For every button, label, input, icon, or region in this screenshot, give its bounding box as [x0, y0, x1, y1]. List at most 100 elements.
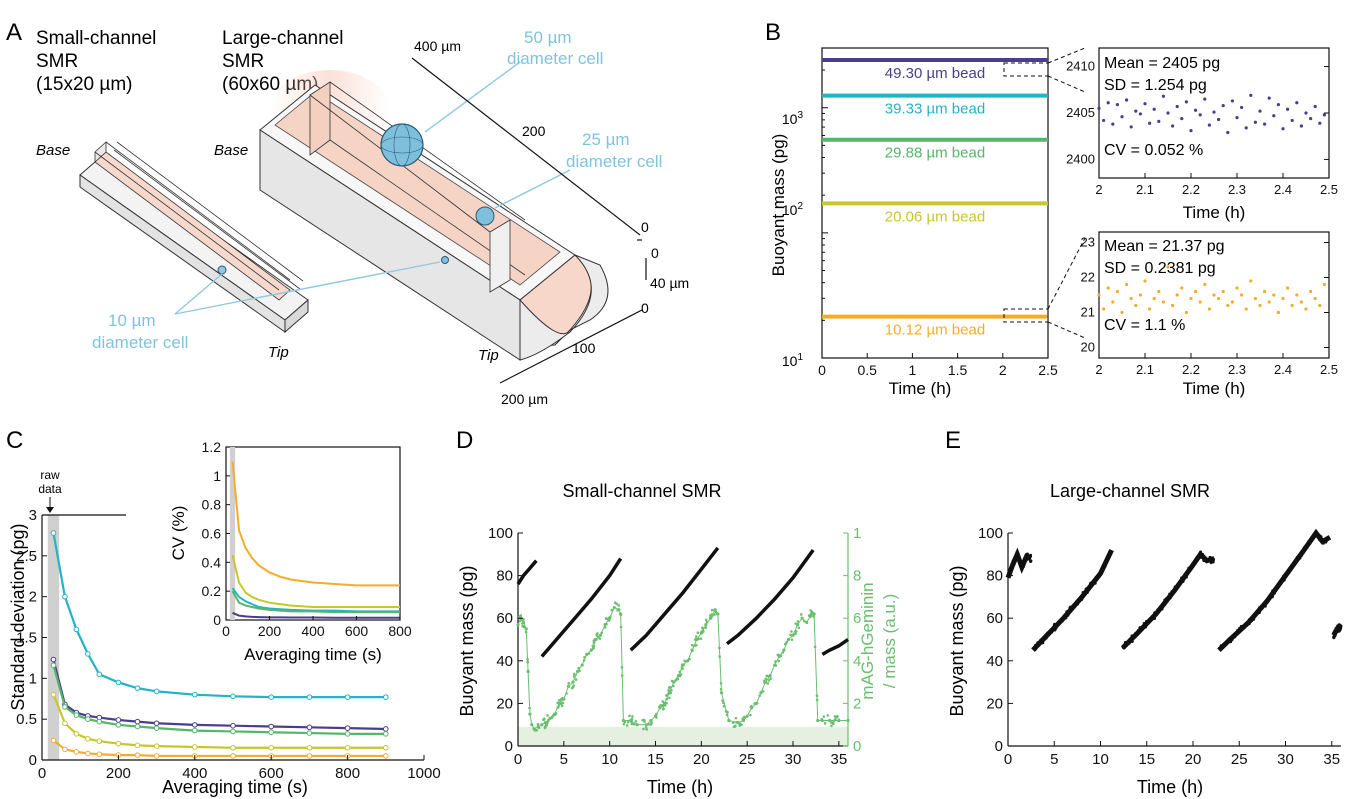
y-tick-label: 0.4: [202, 554, 222, 570]
geminin-point: [790, 630, 793, 633]
geminin-point: [628, 714, 631, 718]
inset-point: [1313, 104, 1317, 109]
sd-point: [50, 530, 57, 536]
mass-point: [1041, 641, 1045, 645]
y-tick-label: 0.8: [202, 497, 222, 513]
x-tick-label: 2.2: [1182, 182, 1200, 197]
inset-point: [1230, 99, 1234, 103]
inset-bottom-sd: SD = 0.2381 pg: [1104, 260, 1216, 277]
mass-point: [1065, 610, 1069, 614]
geminin-point: [831, 721, 835, 724]
inset-point: [1263, 122, 1267, 126]
geminin-point: [766, 682, 770, 685]
sd-point: [268, 723, 275, 730]
inset-point: [1309, 116, 1313, 121]
sd-point: [73, 712, 80, 718]
geminin-point: [631, 715, 634, 718]
geminin-point: [755, 701, 759, 705]
y-tick-label: 0.2: [202, 583, 222, 599]
sd-point: [96, 738, 103, 745]
sd-point: [153, 720, 160, 727]
inset-point: [1138, 293, 1142, 297]
inset-bottom-xlabel: Time (h): [1183, 379, 1246, 398]
geminin-point: [732, 725, 736, 729]
sd-point: [344, 725, 351, 731]
sd-point: [62, 720, 68, 727]
mass-point: [1271, 589, 1275, 593]
geminin-point: [526, 660, 529, 664]
axis-0a: 0: [641, 219, 649, 235]
geminin-point: [705, 620, 709, 624]
mass-point: [1138, 626, 1142, 630]
mass-point: [1190, 563, 1194, 567]
inset-point: [1106, 286, 1110, 290]
geminin-point: [704, 626, 708, 629]
geminin-point: [777, 653, 781, 657]
inset-point: [1286, 107, 1290, 111]
mass-point: [1096, 575, 1100, 579]
panel-d: D Small-channel SMR 0 5 10 15 20 25 30 35020406…: [456, 427, 899, 797]
mass-point: [1136, 629, 1140, 633]
mass-point: [1033, 648, 1037, 652]
geminin-point: [524, 627, 528, 631]
x-tick-label: 10: [1092, 751, 1109, 768]
sd-point: [73, 626, 80, 633]
mass-point: [1208, 557, 1212, 561]
geminin-point: [696, 631, 700, 635]
inset-point: [1194, 289, 1198, 294]
geminin-point: [680, 665, 684, 669]
geminin-point: [612, 605, 616, 610]
geminin-point: [630, 722, 634, 726]
mass-point: [1130, 634, 1134, 638]
inset-raw-band: [229, 447, 236, 620]
geminin-point: [578, 669, 581, 673]
geminin-point: [528, 712, 532, 716]
geminin-point: [815, 698, 819, 702]
geminin-point: [542, 718, 545, 721]
geminin-point: [678, 670, 682, 674]
inset-frame: [225, 446, 401, 621]
geminin-point: [767, 679, 771, 682]
geminin-point: [642, 727, 645, 731]
y-tick-label: 0.6: [202, 526, 222, 542]
geminin-point: [587, 652, 591, 655]
y-tick-label: 0: [213, 612, 221, 628]
geminin-point: [718, 655, 721, 658]
small-base-label: Base: [36, 142, 70, 159]
mass-point: [1184, 575, 1188, 579]
mass-point: [1011, 559, 1015, 563]
mass-point: [1315, 530, 1319, 534]
mass-point: [1036, 641, 1040, 645]
inset-point: [1235, 286, 1239, 290]
geminin-point: [593, 638, 597, 641]
mass-point: [1270, 595, 1274, 599]
geminin-point: [739, 722, 742, 726]
panel-b-xlabel: Time (h): [889, 379, 952, 398]
mass-point: [1299, 553, 1303, 557]
inset-point: [1217, 117, 1221, 122]
x-tick-label: 2.3: [1228, 182, 1246, 197]
inset-point: [1203, 282, 1207, 287]
geminin-point: [758, 694, 762, 697]
sd-point: [73, 731, 80, 737]
geminin-point: [763, 679, 766, 683]
inset-point: [1102, 118, 1106, 123]
sd-point: [306, 694, 313, 700]
geminin-point: [647, 723, 651, 726]
bead-series-label: 39.33 µm bead: [885, 101, 985, 118]
geminin-point: [596, 632, 599, 635]
inset-point: [1240, 293, 1244, 297]
sd-point: [230, 728, 236, 735]
axis-400um: 400 µm: [414, 38, 461, 54]
inset-point: [1272, 114, 1276, 118]
x-tick-label: 600: [259, 765, 284, 782]
geminin-point: [620, 666, 624, 669]
x-tick-label: 20: [693, 751, 710, 768]
geminin-point: [658, 705, 661, 708]
geminin-point: [790, 638, 794, 641]
x-tick-label: 5: [1050, 751, 1058, 768]
sd-point: [306, 753, 313, 759]
y-tick-label: 20: [986, 695, 1003, 712]
small-channel-title-line2: SMR: [36, 51, 78, 72]
x-tick-label: 2.1: [1136, 362, 1154, 377]
